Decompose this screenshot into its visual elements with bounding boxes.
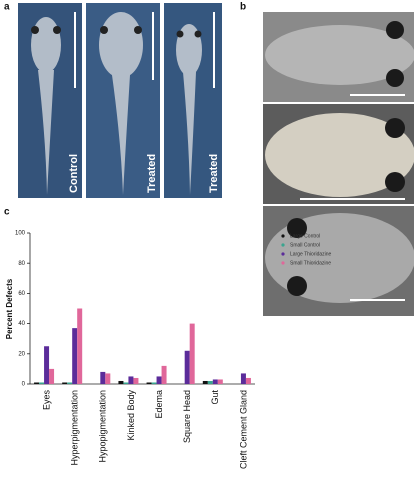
bar xyxy=(151,382,157,384)
bar xyxy=(77,308,83,384)
bar xyxy=(67,382,73,384)
y-axis-title: Percent Defects xyxy=(5,278,14,339)
photo-label: Control xyxy=(68,154,80,193)
legend-marker xyxy=(281,261,285,265)
legend-label: Large Thioridazine xyxy=(290,251,332,257)
photo-label: Treated xyxy=(146,154,158,193)
bar xyxy=(105,373,111,384)
bar xyxy=(123,382,129,384)
bar xyxy=(212,379,218,384)
bar xyxy=(202,380,208,384)
x-tick-label: Eyes xyxy=(41,390,51,411)
bar xyxy=(128,376,134,384)
y-tick-label: 60 xyxy=(18,291,25,297)
x-tick-label: Hypopigmentation xyxy=(98,390,108,463)
bar xyxy=(184,350,190,384)
eyes xyxy=(31,26,202,38)
bar xyxy=(34,382,40,384)
y-tick-label: 20 xyxy=(18,351,25,357)
bar xyxy=(118,380,124,384)
x-tick-label: Gut xyxy=(210,390,220,405)
y-tick-label: 80 xyxy=(18,261,25,267)
legend-marker xyxy=(281,243,285,247)
legend-label: Small Thioridazine xyxy=(290,260,331,266)
panel-label: c xyxy=(4,207,10,218)
bar xyxy=(146,382,152,384)
panel-label: b xyxy=(240,2,246,13)
bar xyxy=(245,377,251,384)
bar xyxy=(161,365,167,384)
panel-label: a xyxy=(4,2,10,13)
bar xyxy=(49,368,55,384)
bar xyxy=(44,346,50,384)
photo-group-a: Control Treated Treated xyxy=(18,3,222,198)
bar xyxy=(133,377,139,384)
bar xyxy=(72,328,78,384)
scale-bar xyxy=(74,12,215,88)
y-tick-label: 0 xyxy=(22,382,26,388)
legend-label: Small Control xyxy=(290,242,320,248)
x-tick-label: Hyperpigmentation xyxy=(70,390,80,466)
tadpole xyxy=(265,25,414,85)
bar xyxy=(207,380,213,384)
legend-marker xyxy=(281,252,285,256)
bar xyxy=(156,376,162,384)
photo-group-b xyxy=(263,12,414,316)
eyes xyxy=(287,21,405,296)
y-tick-label: 40 xyxy=(18,321,25,327)
photo-label: Treated xyxy=(208,154,220,193)
scale-bar xyxy=(300,94,405,301)
bar xyxy=(189,323,195,384)
y-tick-label: 100 xyxy=(15,231,26,237)
bar xyxy=(240,373,246,384)
bar xyxy=(100,371,106,384)
x-tick-label: Kinked Body xyxy=(126,390,136,441)
bar xyxy=(217,379,223,384)
bar xyxy=(39,382,45,384)
x-tick-label: Cleft Cement Gland xyxy=(238,390,248,469)
bar xyxy=(62,382,68,384)
x-tick-label: Edema xyxy=(154,390,164,419)
legend-marker xyxy=(281,234,285,238)
tadpole xyxy=(265,113,414,197)
legend-label: Large Control xyxy=(290,233,320,239)
x-tick-label: Square Head xyxy=(182,390,192,443)
chart: 0 20 40 60 80 100 Eyes Hyperpigmentation Hypopig… xyxy=(15,231,332,469)
